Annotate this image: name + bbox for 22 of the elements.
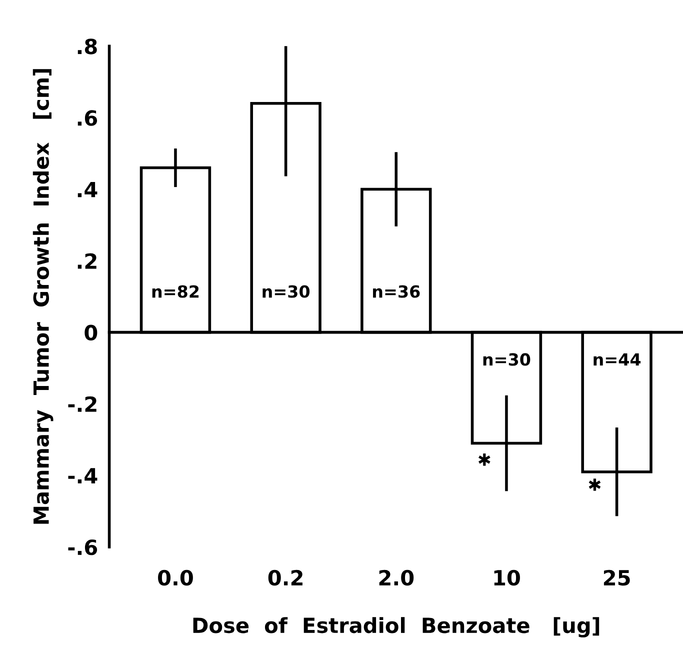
x-tick-label: 25 — [604, 570, 630, 586]
x-tick-label: 0.2 — [268, 570, 302, 586]
y-tick-label: 0 — [84, 324, 98, 341]
annotation: ✱ — [588, 478, 601, 491]
annotation: n=82 — [152, 285, 199, 298]
x-tick-label: 10 — [494, 570, 520, 586]
y-tick-label: .4 — [78, 182, 98, 198]
y-tick-label: .2 — [78, 253, 96, 269]
x-tick-label: 0.0 — [158, 570, 193, 586]
y-tick-label: -.4 — [68, 468, 98, 484]
x-tick-label: 2.0 — [379, 570, 414, 586]
x-axis-title: Dose of Estradiol Benzoate [ug] — [193, 617, 600, 638]
y-tick-label: .8 — [78, 38, 97, 54]
y-tick-label: -.2 — [68, 396, 96, 412]
y-axis-title: Mammary Tumor Growth Index [cm] — [32, 69, 54, 524]
annotation: ✱ — [478, 454, 490, 466]
annotation: n=36 — [373, 285, 420, 298]
annotation: n=44 — [594, 353, 641, 366]
y-tick-label: .6 — [78, 110, 98, 126]
annotation: n=30 — [483, 353, 530, 366]
y-tick-label: -.6 — [68, 539, 98, 556]
annotation: n=30 — [262, 285, 310, 298]
